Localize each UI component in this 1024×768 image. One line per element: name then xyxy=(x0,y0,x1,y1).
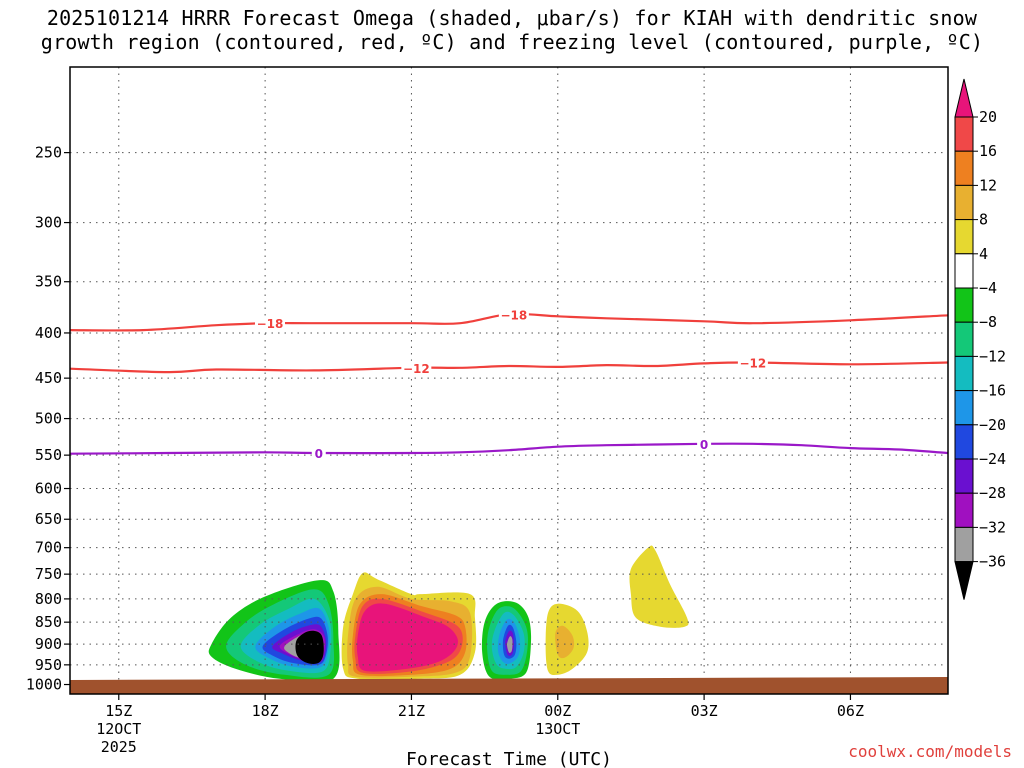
colorbar-label-2: 12 xyxy=(979,176,997,194)
omega-region-8 xyxy=(295,630,324,664)
colorbar-label-13: −36 xyxy=(979,553,1006,571)
colorbar-swatch-4 xyxy=(954,219,974,255)
y-tick-label-800: 800 xyxy=(35,590,62,608)
colorbar-swatch-13 xyxy=(954,526,974,563)
omega-region-13 xyxy=(356,603,458,672)
colorbar-label-9: −20 xyxy=(979,416,1006,434)
contour-label-2-1: 0 xyxy=(700,438,708,452)
y-tick-label-500: 500 xyxy=(35,410,62,428)
colorbar-swatch-11 xyxy=(954,458,974,494)
y-tick-label-750: 750 xyxy=(35,565,62,583)
colorbar-label-3: 8 xyxy=(979,211,988,229)
colorbar-swatch-2 xyxy=(954,150,974,186)
contour-lines: −18 −18 −12 −12 0 0 xyxy=(69,307,949,461)
x-tick-label-5: 06Z xyxy=(837,702,864,720)
x-axis-label: Forecast Time (UTC) xyxy=(406,749,612,768)
y-tick-label-850: 850 xyxy=(35,613,62,631)
colorbar: 20 16 12 8 4 −4 −8 −12 −16 −20 −24 −28 −32 −36 xyxy=(954,78,1006,600)
colorbar-swatch-7 xyxy=(954,321,974,357)
contour-label-0-0: −18 xyxy=(257,317,284,331)
contour-label-bg-1-1 xyxy=(737,355,768,370)
y-tick-label-700: 700 xyxy=(35,539,62,557)
y-tick-label-400: 400 xyxy=(35,324,62,342)
chart-title-line2: growth region (contoured, red, ºC) and f… xyxy=(40,30,984,54)
y-tick-label-550: 550 xyxy=(35,446,62,464)
y-tick-label-950: 950 xyxy=(35,656,62,674)
colorbar-swatch-8 xyxy=(954,355,974,392)
y-tick-label-450: 450 xyxy=(35,369,62,387)
contour-label-bg-1-0 xyxy=(401,360,432,375)
y-tick-label-900: 900 xyxy=(35,635,62,653)
x-tick-sublabel-0-0: 12OCT xyxy=(96,720,141,738)
colorbar-label-5: −4 xyxy=(979,279,997,297)
y-tick-label-350: 350 xyxy=(35,273,62,291)
colorbar-swatch-12 xyxy=(954,492,974,528)
colorbar-swatch-6 xyxy=(954,287,974,323)
colorbar-swatch-5 xyxy=(954,253,974,289)
omega-region-22 xyxy=(555,625,575,659)
y-tick-label-600: 600 xyxy=(35,480,62,498)
contour-label-1-1: −12 xyxy=(740,356,767,370)
colorbar-label-6: −8 xyxy=(979,313,997,331)
x-tick-label-4: 03Z xyxy=(691,702,718,720)
colorbar-swatch-10 xyxy=(954,424,974,460)
x-tick-label-3: 00Z xyxy=(544,702,571,720)
colorbar-label-10: −24 xyxy=(979,450,1006,468)
contour-label-bg-2-0 xyxy=(311,446,326,461)
colorbar-label-1: 16 xyxy=(979,142,997,160)
contour-label-bg-0-1 xyxy=(498,307,529,322)
ground-layer xyxy=(70,677,948,694)
y-tick-label-300: 300 xyxy=(35,214,62,232)
x-tick-label-0: 15Z xyxy=(105,702,132,720)
omega-region-23 xyxy=(629,545,689,628)
omega-region-20 xyxy=(506,636,513,653)
x-tick-label-1: 18Z xyxy=(252,702,279,720)
x-tick-sublabel-0-1: 2025 xyxy=(101,738,137,756)
contour-label-2-0: 0 xyxy=(315,447,323,461)
y-tick-label-1000: 1000 xyxy=(26,676,62,694)
grid-lines xyxy=(70,67,948,694)
colorbar-swatch-3 xyxy=(954,184,974,221)
colorbar-label-0: 20 xyxy=(979,108,997,126)
colorbar-label-12: −32 xyxy=(979,518,1006,536)
y-axis-ticks: 250 300 350 400 450 500 550 600 650 700 750 800 850 9… xyxy=(26,144,70,694)
contour-label-bg-2-1 xyxy=(697,436,712,451)
contour-line-1 xyxy=(69,361,949,374)
y-tick-label-650: 650 xyxy=(35,510,62,528)
contour-line-0 xyxy=(69,312,949,332)
colorbar-label-7: −12 xyxy=(979,347,1006,365)
colorbar-bottom-arrow xyxy=(954,561,974,600)
chart-title-line1: 2025101214 HRRR Forecast Omega (shaded, … xyxy=(46,6,978,30)
colorbar-swatch-9 xyxy=(954,390,974,426)
contour-label-1-0: −12 xyxy=(403,362,430,376)
plot-area xyxy=(208,545,689,683)
y-tick-label-250: 250 xyxy=(35,144,62,162)
contour-label-0-1: −18 xyxy=(500,308,527,322)
x-tick-sublabel-3-0: 13OCT xyxy=(535,720,580,738)
colorbar-label-4: 4 xyxy=(979,245,988,263)
chart-title: 2025101214 HRRR Forecast Omega (shaded, … xyxy=(0,6,1024,54)
colorbar-top-arrow xyxy=(954,78,974,118)
credit-link[interactable]: coolwx.com/models xyxy=(848,742,1012,761)
contour-line-2 xyxy=(69,442,949,455)
colorbar-label-11: −28 xyxy=(979,484,1006,502)
contour-label-bg-0-0 xyxy=(254,316,285,331)
x-tick-label-2: 21Z xyxy=(398,702,425,720)
colorbar-label-8: −16 xyxy=(979,382,1006,400)
plot-frame xyxy=(69,66,949,695)
colorbar-swatch-1 xyxy=(954,116,974,152)
ground-fill xyxy=(70,677,948,694)
